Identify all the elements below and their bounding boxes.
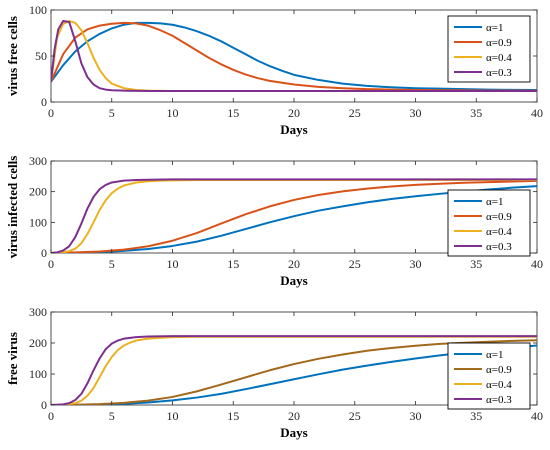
y-tick-label: 0 bbox=[41, 398, 47, 412]
legend-label-2: α=0.9 bbox=[486, 37, 512, 49]
x-tick-label: 35 bbox=[470, 106, 482, 120]
x-tick-label: 10 bbox=[167, 409, 179, 423]
x-tick-label: 25 bbox=[349, 409, 361, 423]
series-line-2 bbox=[51, 179, 537, 253]
x-tick-label: 35 bbox=[470, 257, 482, 271]
y-tick-label: 200 bbox=[29, 185, 47, 199]
legend-label-4: α=0.3 bbox=[486, 394, 512, 406]
x-tick-label: 15 bbox=[227, 409, 239, 423]
y-tick-label: 0 bbox=[41, 246, 47, 260]
x-tick-label: 25 bbox=[349, 106, 361, 120]
y-tick-label: 100 bbox=[29, 367, 47, 381]
x-tick-label: 10 bbox=[167, 106, 179, 120]
x-tick-label: 0 bbox=[48, 257, 54, 271]
y-tick-label: 50 bbox=[35, 49, 47, 63]
x-tick-label: 40 bbox=[531, 106, 543, 120]
x-tick-label: 15 bbox=[227, 257, 239, 271]
legend: α=1 α=0.9 α=0.4 α=0.3 bbox=[447, 15, 531, 83]
legend: α=1 α=0.9 α=0.4 α=0.3 bbox=[447, 189, 531, 257]
x-tick-label: 20 bbox=[288, 409, 300, 423]
y-axis-label: virus infected cells bbox=[5, 156, 20, 259]
legend-label-4: α=0.3 bbox=[486, 67, 512, 79]
x-axis-label: Days bbox=[280, 425, 307, 440]
y-axis-label: free virus bbox=[5, 332, 20, 385]
y-tick-label: 100 bbox=[29, 3, 47, 17]
y-tick-label: 100 bbox=[29, 215, 47, 229]
x-tick-label: 30 bbox=[410, 106, 422, 120]
x-tick-label: 30 bbox=[410, 257, 422, 271]
series-line-4 bbox=[51, 335, 537, 405]
x-tick-label: 15 bbox=[227, 106, 239, 120]
x-tick-label: 0 bbox=[48, 409, 54, 423]
legend-label-1: α=1 bbox=[486, 349, 503, 361]
x-axis-label: Days bbox=[280, 273, 307, 288]
legend: α=1 α=0.9 α=0.4 α=0.3 bbox=[447, 342, 531, 410]
x-tick-label: 35 bbox=[470, 409, 482, 423]
x-tick-label: 20 bbox=[288, 106, 300, 120]
legend-label-1: α=1 bbox=[486, 196, 503, 208]
y-tick-label: 300 bbox=[29, 154, 47, 168]
x-tick-label: 20 bbox=[288, 257, 300, 271]
x-tick-label: 5 bbox=[109, 106, 115, 120]
x-tick-label: 40 bbox=[531, 409, 543, 423]
legend-label-2: α=0.9 bbox=[486, 211, 512, 223]
series-line-1 bbox=[51, 21, 537, 92]
legend-label-3: α=0.4 bbox=[486, 226, 512, 238]
legend-label-1: α=1 bbox=[486, 22, 503, 34]
chart-panel-1: 0 5 10 15 20 25 30 35 40 0 50 100 Days virus free cel… bbox=[5, 3, 543, 137]
series-line-4 bbox=[51, 20, 537, 92]
x-tick-label: 5 bbox=[109, 257, 115, 271]
y-tick-label: 0 bbox=[41, 95, 47, 109]
x-tick-label: 25 bbox=[349, 257, 361, 271]
legend-label-3: α=0.4 bbox=[486, 379, 512, 391]
x-tick-label: 0 bbox=[48, 106, 54, 120]
x-tick-label: 10 bbox=[167, 257, 179, 271]
series-line-4 bbox=[51, 178, 537, 253]
y-tick-label: 300 bbox=[29, 305, 47, 319]
y-axis-label: virus free cells bbox=[5, 16, 20, 96]
legend-label-3: α=0.4 bbox=[486, 52, 512, 64]
x-tick-label: 30 bbox=[410, 409, 422, 423]
legend-label-2: α=0.9 bbox=[486, 364, 512, 376]
chart-panel-2: 0 5 10 15 20 25 30 35 40 0 100 200 300 Days virus infe… bbox=[5, 154, 543, 288]
series-group bbox=[51, 20, 537, 92]
x-axis-label: Days bbox=[280, 122, 307, 137]
x-tick-label: 5 bbox=[109, 409, 115, 423]
legend-label-4: α=0.3 bbox=[486, 241, 512, 253]
x-tick-label: 40 bbox=[531, 257, 543, 271]
series-group bbox=[51, 335, 537, 405]
chart-panel-3: 0 5 10 15 20 25 30 35 40 0 100 200 300 Days free virus… bbox=[5, 305, 543, 440]
y-tick-label: 200 bbox=[29, 336, 47, 350]
